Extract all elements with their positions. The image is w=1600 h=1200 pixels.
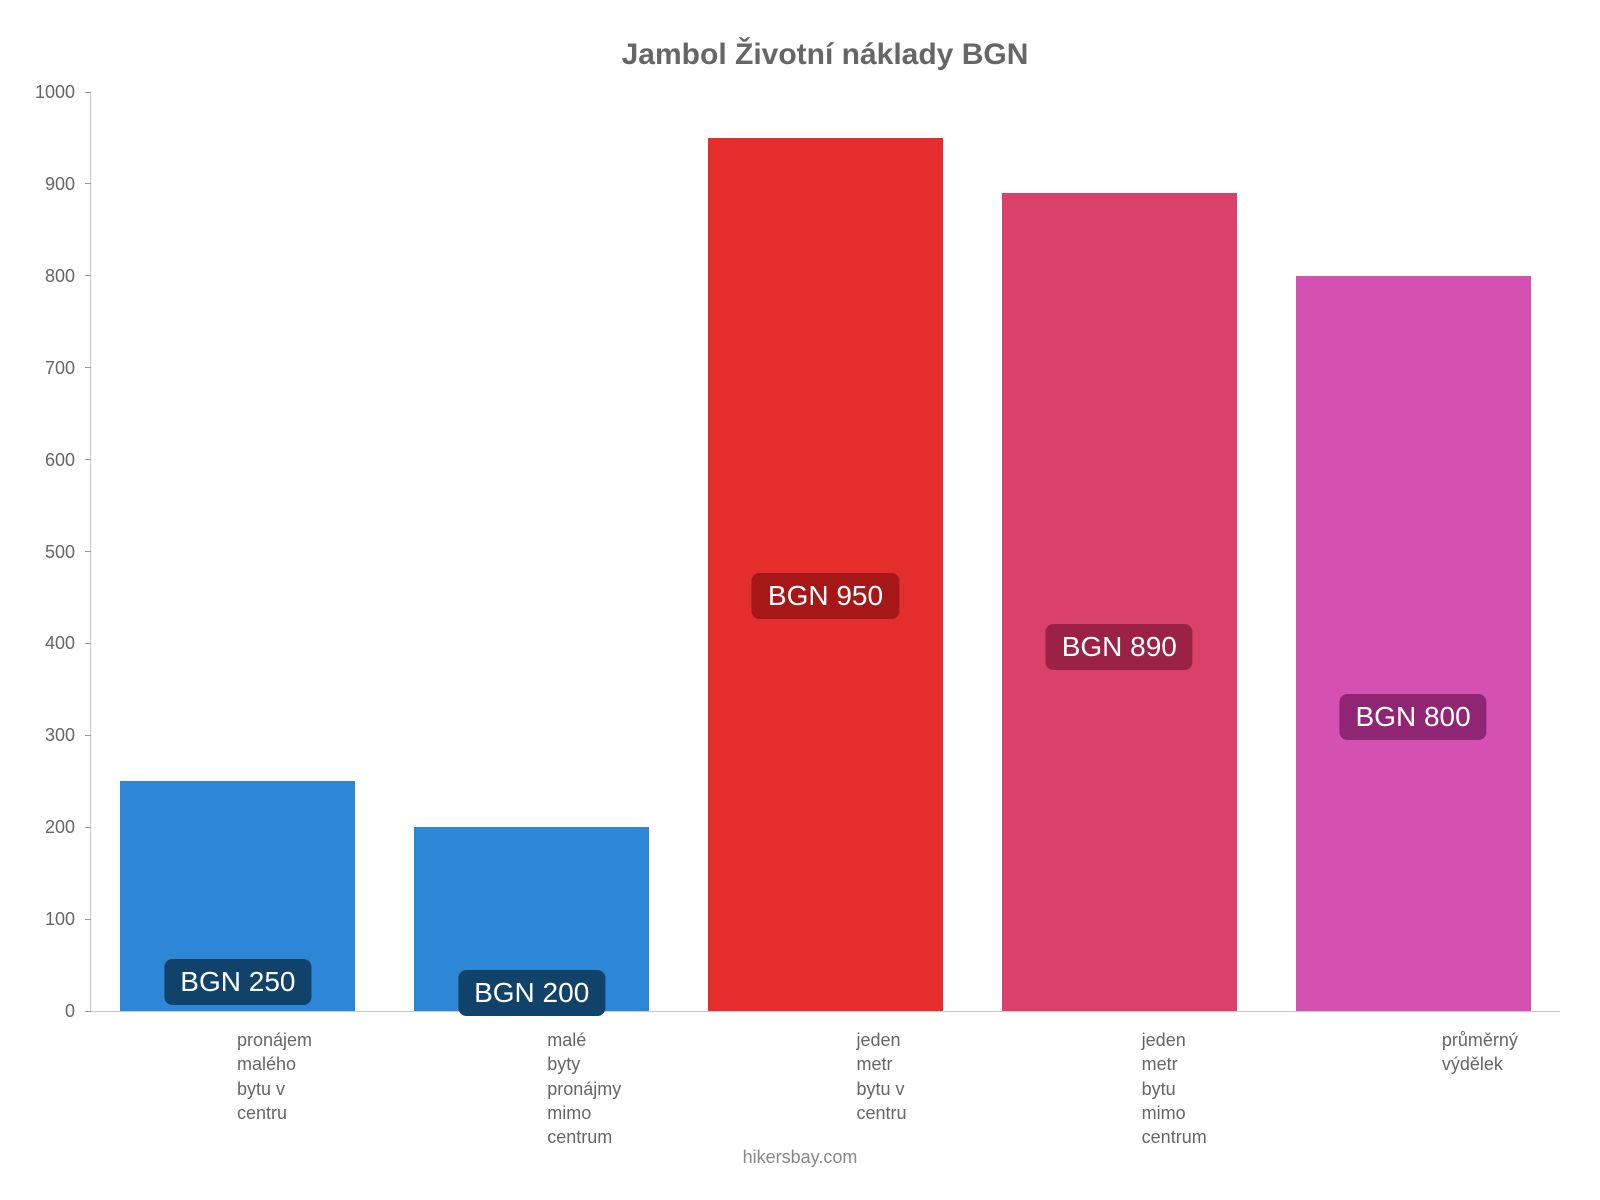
x-axis-label: jeden metr bytu v centru xyxy=(709,1028,994,1149)
chart-title: Jambol Životní náklady BGN xyxy=(90,38,1560,72)
y-tick-label: 700 xyxy=(45,358,75,379)
y-tick-mark xyxy=(85,735,91,736)
y-tick-label: 500 xyxy=(45,542,75,563)
y-tick-mark xyxy=(85,183,91,184)
bar: BGN 200 xyxy=(414,827,649,1011)
y-tick-label: 300 xyxy=(45,725,75,746)
bar: BGN 800 xyxy=(1296,276,1531,1011)
x-axis-label: malé byty pronájmy mimo centrum xyxy=(400,1028,709,1149)
y-tick-label: 200 xyxy=(45,817,75,838)
y-tick-label: 100 xyxy=(45,909,75,930)
bar-value-badge: BGN 950 xyxy=(752,573,899,619)
y-tick-mark xyxy=(85,1011,91,1012)
bar-slot: BGN 950 xyxy=(679,92,973,1011)
x-axis-label: průměrný výdělek xyxy=(1295,1028,1600,1149)
bar: BGN 950 xyxy=(708,138,943,1011)
y-tick-mark xyxy=(85,92,91,93)
y-tick-mark xyxy=(85,275,91,276)
y-tick-label: 800 xyxy=(45,266,75,287)
bar-slot: BGN 250 xyxy=(91,92,385,1011)
bars-group: BGN 250 BGN 200 BGN 950 BGN 890 BGN 800 xyxy=(91,92,1560,1011)
y-tick-mark xyxy=(85,643,91,644)
y-tick-label: 0 xyxy=(65,1001,75,1022)
bar-value-badge: BGN 250 xyxy=(164,959,311,1005)
y-tick-mark xyxy=(85,551,91,552)
bar-value-badge: BGN 890 xyxy=(1046,624,1193,670)
y-tick-mark xyxy=(85,827,91,828)
y-tick-mark xyxy=(85,367,91,368)
y-tick-label: 600 xyxy=(45,450,75,471)
y-tick-label: 900 xyxy=(45,174,75,195)
bar: BGN 250 xyxy=(120,781,355,1011)
footer-attribution: hikersbay.com xyxy=(0,1147,1600,1168)
x-axis-label: pronájem malého bytu v centru xyxy=(90,1028,400,1149)
bar-value-badge: BGN 200 xyxy=(458,970,605,1016)
y-tick-label: 400 xyxy=(45,633,75,654)
bar-slot: BGN 200 xyxy=(385,92,679,1011)
plot-area: BGN 250BGN 200BGN 950BGN 890BGN 800 0100… xyxy=(90,92,1560,1012)
x-axis-labels: pronájem malého bytu v centrumalé byty p… xyxy=(90,1028,1560,1149)
y-tick-mark xyxy=(85,459,91,460)
bar-slot: BGN 890 xyxy=(972,92,1266,1011)
bar: BGN 890 xyxy=(1002,193,1237,1011)
x-axis-label: jeden metr bytu mimo centrum xyxy=(995,1028,1295,1149)
y-tick-label: 1000 xyxy=(35,82,75,103)
bar-slot: BGN 800 xyxy=(1266,92,1560,1011)
bar-value-badge: BGN 800 xyxy=(1339,694,1486,740)
chart-container: Jambol Životní náklady BGN BGN 250 BGN 20… xyxy=(0,0,1600,1200)
y-tick-mark xyxy=(85,919,91,920)
